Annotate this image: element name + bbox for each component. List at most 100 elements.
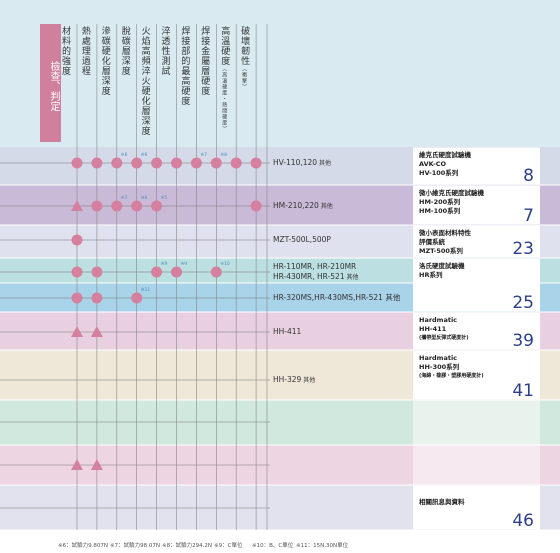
column-header: 材料的強度 [60,26,72,146]
product-box: 洛氏硬度試驗機 HR系列 25 [413,259,540,313]
page-number: 39 [512,331,534,351]
row-band [0,225,413,258]
row-strip [540,225,560,258]
footnote: ※9：C單位 [214,543,243,549]
product-line: Hardmatic [419,316,458,324]
model-name: HR-110MR, HR-210MR HR-430MR, HR-521 其他 [273,262,413,283]
column-header: 淬透性測試 [159,26,172,146]
mark-circle [230,157,242,169]
column-label: 滲碳硬化層深度 [99,26,110,96]
product-line: HR系列 [419,271,443,279]
page-number: 46 [512,511,534,531]
mark-note: ※6 [141,195,148,201]
product-line: 微小表面材料特性 [419,229,471,237]
product-box: 相關訊息與資料 46 [413,486,540,531]
mark-note: ※9 [181,261,188,267]
row-strip [540,312,560,350]
row-strip [540,350,560,400]
model-name: HR-320MS,HR-430MS,HR-521 其他 [273,293,413,303]
page-number: 23 [512,239,534,259]
row-band [0,283,413,312]
product-line: HV-100系列 [419,169,459,177]
column-header: 高溫硬度（高溫硬度・熱間硬度） [219,26,231,146]
model-line: HH-411 [273,327,302,336]
product-box: Hardmatic HH-300系列 (海綿・橡膠・塑膠用硬度計) 41 [413,351,540,400]
row-band [0,258,413,283]
product-line: 評價系統 [419,238,445,246]
row-strip [540,400,560,445]
footnote: ※6：試驗力9.807N [58,543,108,549]
mark-note: ※7 [200,152,207,158]
product-line: (海綿・橡膠・塑膠用硬度計) [419,373,484,379]
mark-note: ※10 [220,261,230,267]
category-label: 檢查、判定 [40,24,61,142]
mark-circle [91,157,103,169]
model-name: HM-210,220 其他 [273,201,413,212]
model-line: HH-329 [273,375,302,384]
model-suffix: 其他 [318,203,333,210]
page-number: 25 [512,293,534,313]
mark-note: ※6 [141,152,148,158]
column-label: 淬透性測試 [159,26,170,76]
column-label: 焊接部的最高硬度 [179,26,190,106]
row-band [0,485,413,530]
mark-circle [171,266,182,278]
mark-note: ※9 [161,261,168,267]
column-label: 脫碳層深度 [119,26,130,76]
product-box: 維克氏硬度試驗機 AVK-CO HV-100系列 8 [413,148,540,185]
mark-triangle [90,459,103,470]
mark-circle [91,200,103,212]
mark-note: ※7 [121,195,128,201]
product-box: Hardmatic HH-411 (攜帶型反彈式硬度計) 39 [413,313,540,351]
model-line: MZT-500L,500P [273,235,331,244]
mark-circle [171,157,182,169]
model-line: HR-430MR, HR-521 [273,272,345,281]
mark-circle [91,266,103,278]
column-header: 滲碳硬化層深度 [99,26,112,146]
model-line: HM-210,220 [273,201,319,210]
row-band [0,400,413,445]
product-box: 微小表面材料特性 評價系統 MZT-500系列 23 [413,226,540,259]
mark-circle [210,266,222,278]
product-line: (攜帶型反彈式硬度計) [419,335,469,341]
model-name: HH-411 [273,327,413,337]
page-number: 7 [523,206,534,226]
model-suffix: 其他 [344,274,359,281]
column-header: 破壞韌性（衝擊） [239,26,251,146]
header-bg [0,0,560,147]
mark-circle [151,200,163,212]
product-box: 微小維克氏硬度試驗機 HM-200系列 HM-100系列 7 [413,186,540,226]
column-label: 材料的強度 [60,26,70,76]
product-line: Hardmatic [419,354,458,362]
mark-triangle [71,459,83,470]
model-wrap: HV-110,120 其他 [273,158,331,167]
column-header: 脫碳層深度 [119,26,132,146]
mark-circle [131,157,143,169]
model-wrap: HR-430MR, HR-521 其他 [273,272,359,281]
mark-circle [250,157,262,169]
mark-circle [111,157,123,169]
column-label: 焊接金屬層硬度 [199,26,210,96]
row-strip [540,485,560,530]
column-note: （衝擊） [241,66,248,90]
model-line: HR-320MS,HR-430MS,HR-521 其他 [273,293,401,302]
column-label: 高溫硬度 [219,26,230,66]
row-right [413,445,540,485]
row-band [0,147,413,185]
model-wrap: HH-329 其他 [273,375,315,384]
product-line: HH-300系列 [419,363,460,371]
footnote: ※7：試驗力98.07N [110,543,160,549]
mark-triangle [90,326,103,337]
row-right [413,400,540,445]
row-strip [540,258,560,283]
row-strip [540,185,560,225]
product-line: 相關訊息與資料 [419,498,465,506]
product-line: 洛氏硬度試驗機 [419,262,465,270]
column-note: （高溫硬度・熱間硬度） [221,66,228,132]
model-name: MZT-500L,500P [273,235,413,245]
row-strip [540,445,560,485]
mark-circle [111,200,123,212]
column-header: 熱處理過程 [80,26,92,146]
model-suffix: 其他 [301,377,316,384]
